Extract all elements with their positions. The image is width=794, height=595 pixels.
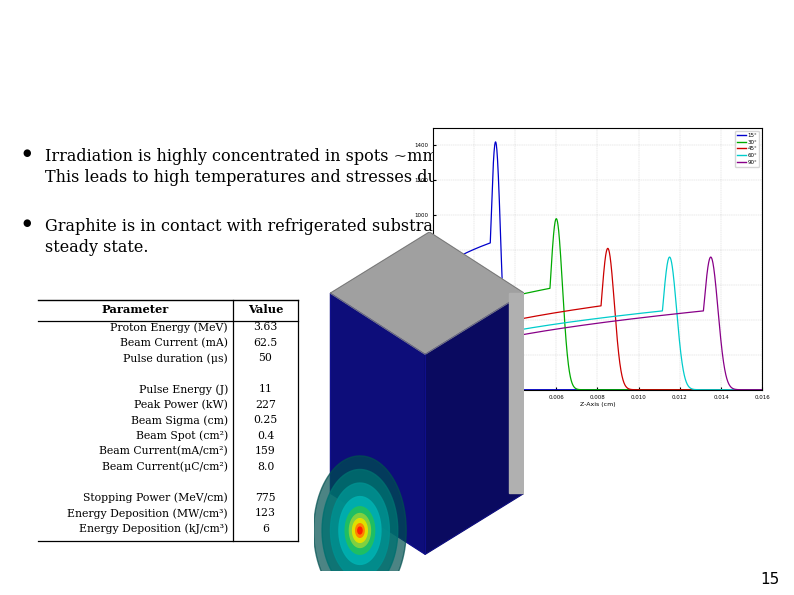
Text: 123: 123 bbox=[255, 508, 276, 518]
Polygon shape bbox=[353, 519, 368, 543]
Polygon shape bbox=[314, 456, 407, 595]
Text: Pulse duration (μs): Pulse duration (μs) bbox=[123, 353, 228, 364]
Legend: 15°, 30°, 45°, 60°, 90°: 15°, 30°, 45°, 60°, 90° bbox=[735, 131, 760, 167]
Text: ●: ● bbox=[22, 218, 30, 228]
Text: steady state.: steady state. bbox=[45, 239, 148, 256]
Text: Transient effects: Transient effects bbox=[200, 30, 594, 72]
Text: 8.0: 8.0 bbox=[256, 462, 274, 472]
Text: Graphite is in contact with refrigerated substrate to dissipate heat in the: Graphite is in contact with refrigerated… bbox=[45, 218, 641, 235]
X-axis label: Z-Axis (cm): Z-Axis (cm) bbox=[580, 402, 615, 408]
Polygon shape bbox=[339, 497, 381, 565]
Polygon shape bbox=[322, 469, 398, 591]
Text: Proton Energy (MeV): Proton Energy (MeV) bbox=[110, 322, 228, 333]
Text: 11: 11 bbox=[259, 384, 272, 394]
Text: 0.25: 0.25 bbox=[253, 415, 278, 425]
Text: 50: 50 bbox=[259, 353, 272, 363]
Polygon shape bbox=[356, 524, 364, 537]
Text: Beam Current(mA/cm²): Beam Current(mA/cm²) bbox=[99, 446, 228, 456]
Text: Energy Deposition (MW/cm³): Energy Deposition (MW/cm³) bbox=[67, 508, 228, 519]
Text: 3.63: 3.63 bbox=[253, 322, 278, 332]
Text: 62.5: 62.5 bbox=[253, 338, 278, 347]
Text: This leads to high temperatures and stresses during the transient (50 μs).: This leads to high temperatures and stre… bbox=[45, 169, 649, 186]
Text: Stopping Power (MeV/cm): Stopping Power (MeV/cm) bbox=[83, 493, 228, 503]
Text: 6: 6 bbox=[262, 524, 269, 534]
Text: Value: Value bbox=[248, 304, 283, 315]
Polygon shape bbox=[330, 232, 524, 354]
Text: 775: 775 bbox=[255, 493, 276, 503]
Text: 0.4: 0.4 bbox=[257, 431, 274, 441]
Polygon shape bbox=[425, 293, 524, 555]
Polygon shape bbox=[345, 507, 375, 554]
Polygon shape bbox=[358, 527, 362, 534]
Text: Parameter: Parameter bbox=[102, 304, 169, 315]
Text: Energy Deposition (kJ/cm³): Energy Deposition (kJ/cm³) bbox=[79, 524, 228, 534]
Text: Beam Spot (cm²): Beam Spot (cm²) bbox=[136, 431, 228, 441]
Text: 227: 227 bbox=[255, 400, 276, 410]
Text: Peak Power (kW): Peak Power (kW) bbox=[134, 400, 228, 410]
Text: ●: ● bbox=[22, 148, 30, 158]
Y-axis label: MeV/cm: MeV/cm bbox=[406, 246, 411, 271]
Polygon shape bbox=[349, 513, 371, 547]
Polygon shape bbox=[509, 293, 528, 493]
Text: Beam Current (mA): Beam Current (mA) bbox=[120, 338, 228, 348]
Text: Irradiation is highly concentrated in spots ~mm and depths ~100 μm.: Irradiation is highly concentrated in sp… bbox=[45, 148, 619, 165]
Text: 159: 159 bbox=[255, 446, 276, 456]
Text: Pulse Energy (J): Pulse Energy (J) bbox=[139, 384, 228, 394]
Text: Beam Current(μC/cm²): Beam Current(μC/cm²) bbox=[102, 462, 228, 472]
Polygon shape bbox=[330, 483, 389, 578]
Text: 15: 15 bbox=[761, 572, 780, 587]
Polygon shape bbox=[330, 293, 425, 555]
Text: Beam Sigma (cm): Beam Sigma (cm) bbox=[131, 415, 228, 426]
